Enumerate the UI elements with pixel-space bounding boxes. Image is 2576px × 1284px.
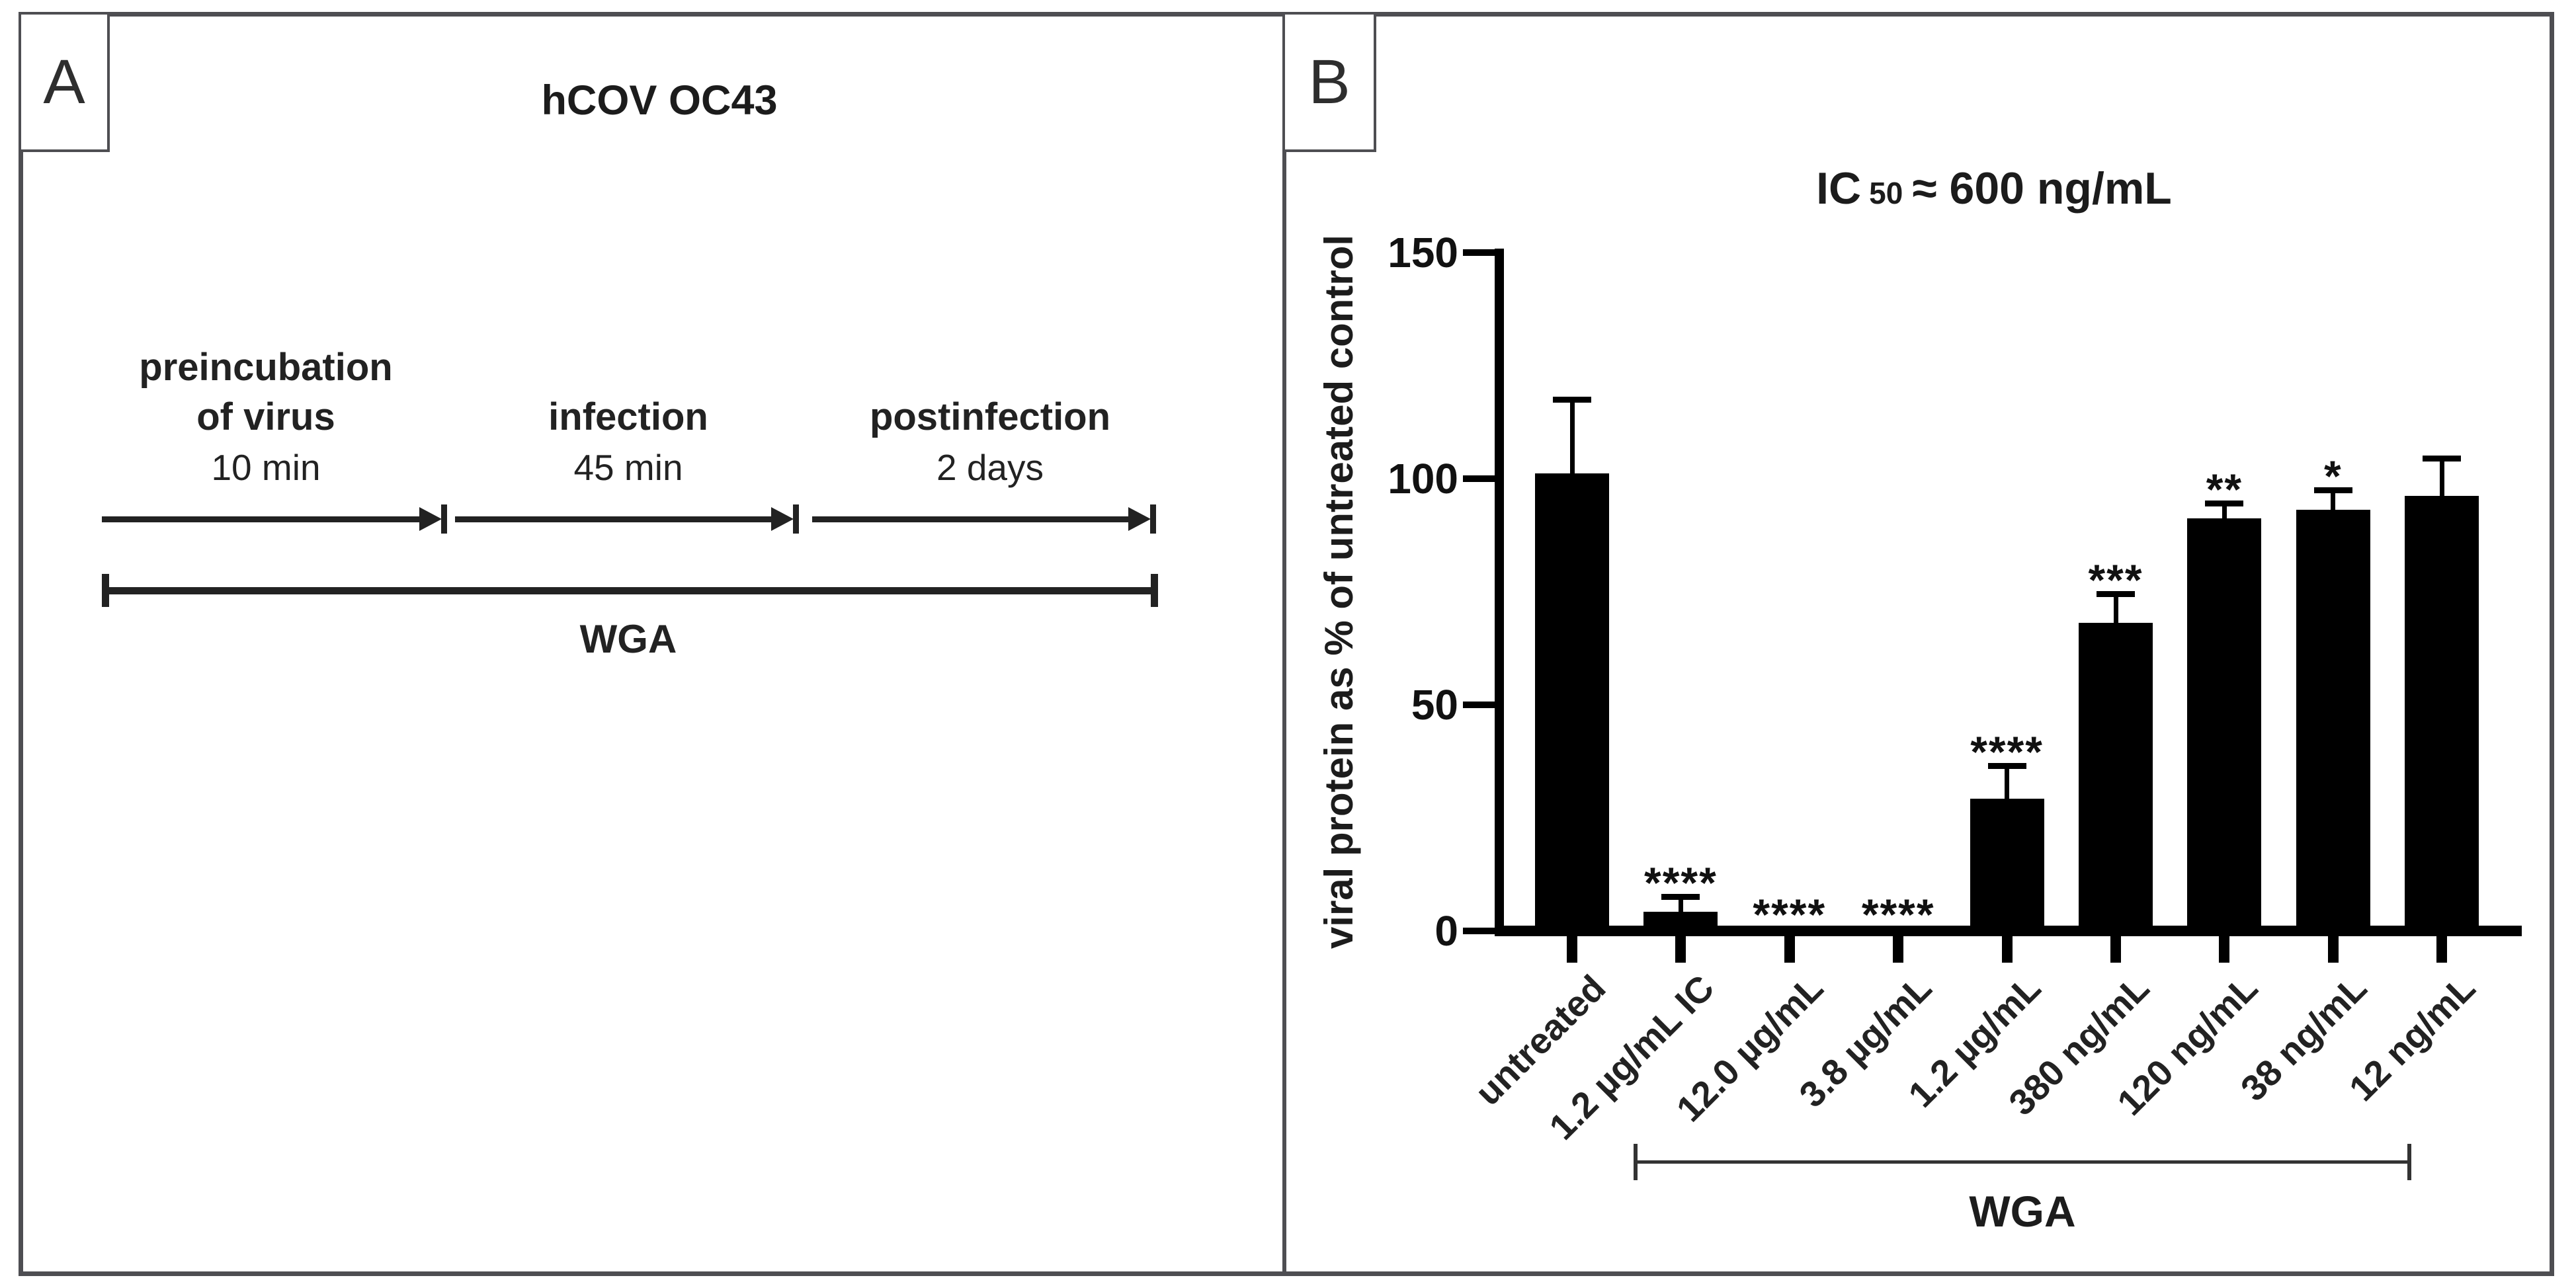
- y-tick-label-0: 0: [1434, 907, 1458, 955]
- chart-title-subscript: 50: [1869, 176, 1903, 210]
- wga-treatment-span: [102, 574, 1158, 607]
- arrow-line: [102, 516, 423, 522]
- bar-5: [2079, 622, 2153, 926]
- bar-4: [1970, 799, 2044, 926]
- x-tick-4: [2001, 936, 2013, 963]
- phase-name: postinfection: [805, 342, 1175, 442]
- phase-name-line: preincubation: [139, 346, 393, 389]
- y-axis-line: [1495, 249, 1504, 936]
- arrow-line: [455, 516, 775, 522]
- panel-a-label: A: [43, 46, 85, 117]
- significance-5: ***: [2088, 555, 2143, 604]
- arrow-head-icon: [1128, 507, 1151, 531]
- arrow-head-icon: [771, 507, 794, 531]
- error-bar-stem-6: [2222, 501, 2227, 519]
- chart-title-ic: IC: [1816, 163, 1862, 214]
- y-tick-100: [1463, 475, 1495, 482]
- phase-name: infection: [443, 342, 813, 442]
- significance-1: ****: [1644, 858, 1718, 908]
- x-axis-line: [1495, 926, 2522, 936]
- error-bar-cap-4: [1987, 762, 2026, 769]
- timeline-arrow-1: [455, 504, 799, 534]
- bracket-line: [1634, 1160, 2411, 1164]
- arrow-line: [812, 516, 1132, 522]
- error-bar-stem-4: [2005, 762, 2010, 799]
- significance-6: **: [2206, 465, 2243, 514]
- arrow-end-bar: [441, 504, 447, 534]
- bar-8: [2405, 496, 2479, 926]
- phase-name: preincubation of virus: [81, 342, 451, 442]
- phase-name-line: of virus: [196, 395, 335, 438]
- panel-b-label-box: B: [1282, 12, 1376, 152]
- timeline-phase-0: preincubation of virus 10 min: [81, 342, 451, 489]
- timeline-arrow-0: [102, 504, 447, 534]
- error-bar-stem-0: [1569, 396, 1575, 473]
- x-tick-2: [1784, 936, 1795, 963]
- significance-4: ****: [1970, 727, 2044, 776]
- error-bar-cap-8: [2423, 455, 2462, 461]
- timeline-arrow-2: [812, 504, 1156, 534]
- timeline-phase-1: infection 45 min: [443, 342, 813, 489]
- chart-title: IC 50 ≈ 600 ng/mL: [1726, 163, 2262, 214]
- phase-name-line: postinfection: [869, 395, 1111, 438]
- x-tick-1: [1675, 936, 1686, 963]
- y-axis-title: viral protein as % of untreated control: [1317, 234, 1361, 949]
- y-tick-0: [1463, 928, 1495, 934]
- x-tick-6: [2219, 936, 2230, 963]
- wga-label-panel-b: WGA: [1969, 1187, 2076, 1236]
- error-bar-cap-0: [1553, 396, 1591, 403]
- phase-duration: 10 min: [211, 447, 321, 488]
- error-bar-cap-7: [2313, 487, 2352, 493]
- y-tick-label-100: 100: [1388, 455, 1458, 502]
- wga-span-line: [102, 587, 1158, 594]
- timeline-phase-2: postinfection 2 days: [805, 342, 1175, 489]
- phase-name-line: infection: [548, 395, 708, 438]
- wga-span-right-cap: [1151, 574, 1158, 607]
- y-tick-50: [1463, 702, 1495, 708]
- error-bar-stem-7: [2331, 487, 2336, 510]
- panel-divider: [1282, 12, 1286, 1276]
- arrow-end-bar: [793, 504, 799, 534]
- x-tick-0: [1567, 936, 1577, 963]
- error-bar-stem-8: [2439, 455, 2444, 497]
- bar-0: [1535, 473, 1609, 926]
- x-tick-5: [2110, 936, 2121, 963]
- significance-7: *: [2323, 451, 2343, 501]
- arrow-head-icon: [419, 507, 442, 531]
- significance-2: ****: [1753, 890, 1827, 939]
- error-bar-cap-5: [2097, 590, 2135, 597]
- phase-duration: 2 days: [936, 447, 1044, 488]
- bar-7: [2296, 509, 2370, 926]
- error-bar-cap-6: [2205, 501, 2244, 507]
- panel-a-label-box: A: [19, 12, 110, 152]
- phase-duration: 45 min: [573, 447, 683, 488]
- error-bar-stem-1: [1678, 894, 1683, 912]
- x-tick-3: [1893, 936, 1904, 963]
- bar-6: [2187, 518, 2262, 926]
- panel-b-label: B: [1308, 46, 1350, 117]
- error-bar-cap-1: [1661, 894, 1700, 901]
- y-tick-150: [1463, 249, 1495, 256]
- wga-label-panel-a: WGA: [579, 617, 677, 661]
- significance-3: ****: [1861, 890, 1935, 939]
- y-tick-label-50: 50: [1411, 681, 1458, 729]
- bracket-right-cap: [2407, 1144, 2411, 1180]
- y-tick-label-150: 150: [1388, 229, 1458, 276]
- x-tick-7: [2327, 936, 2339, 963]
- error-bar-stem-5: [2113, 590, 2118, 623]
- x-tick-8: [2436, 936, 2448, 963]
- arrow-end-bar: [1150, 504, 1156, 534]
- chart-title-value: ≈ 600 ng/mL: [1912, 163, 2172, 214]
- wga-group-bracket: [1634, 1144, 2411, 1180]
- bar-1: [1643, 912, 1718, 926]
- panel-a-title: hCOV OC43: [541, 77, 778, 124]
